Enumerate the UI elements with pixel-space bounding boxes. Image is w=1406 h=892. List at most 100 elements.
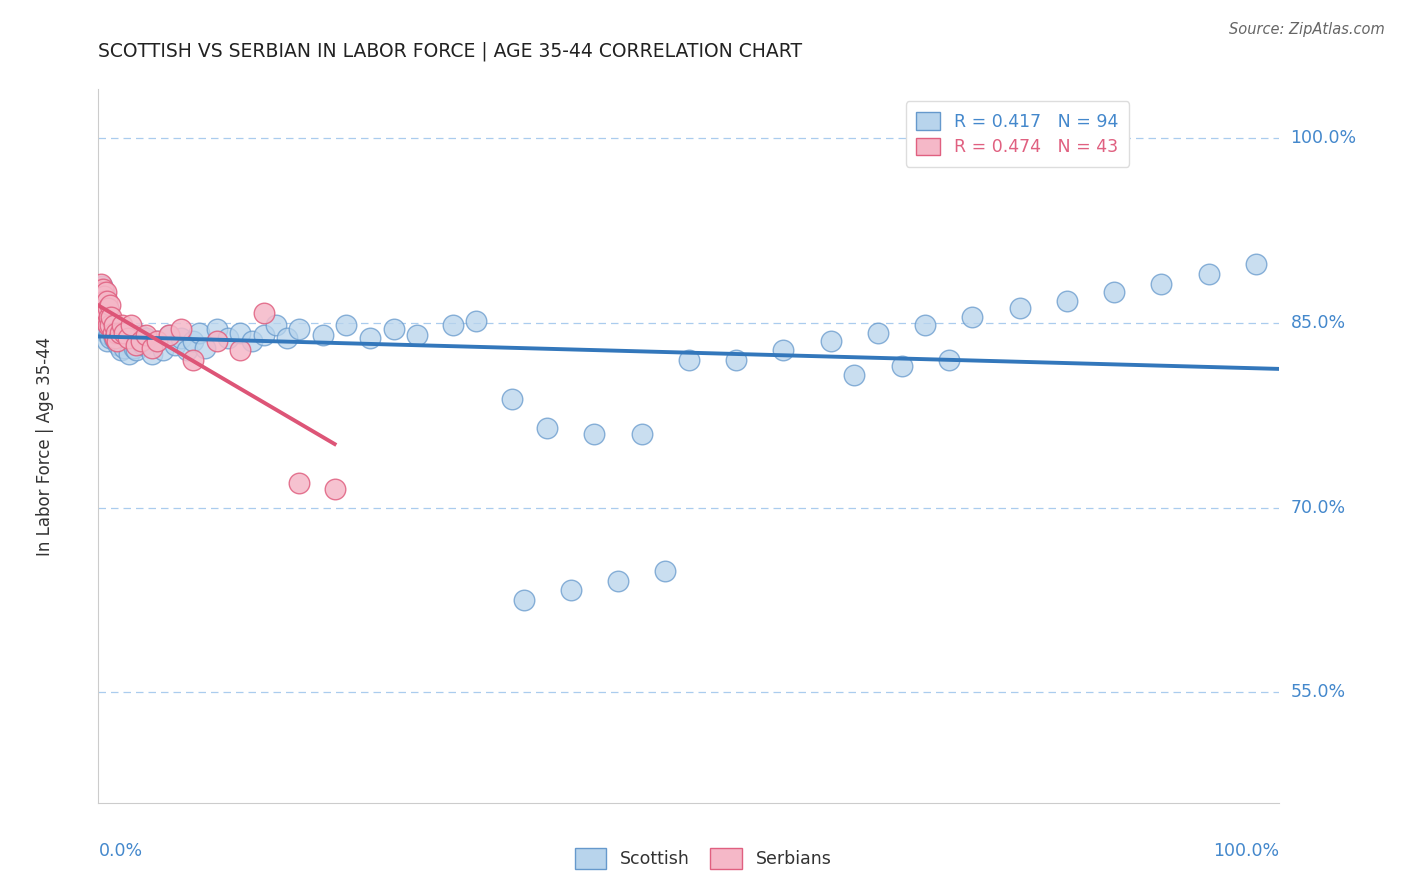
Point — [1056, 293, 1078, 308]
Point — [98, 297, 121, 311]
Point — [1008, 301, 1031, 316]
Text: SCOTTISH VS SERBIAN IN LABOR FORCE | AGE 35-44 CORRELATION CHART: SCOTTISH VS SERBIAN IN LABOR FORCE | AGE… — [98, 41, 803, 61]
Point — [90, 285, 112, 300]
Point — [96, 334, 118, 349]
Point — [181, 334, 204, 349]
Point — [89, 291, 111, 305]
Point — [90, 291, 112, 305]
Point — [112, 326, 135, 340]
Point — [91, 281, 114, 295]
Point — [94, 313, 117, 327]
Point — [96, 293, 118, 308]
Point — [91, 289, 114, 303]
Point — [101, 326, 124, 340]
Point — [441, 318, 464, 333]
Point — [97, 318, 120, 333]
Point — [91, 303, 114, 318]
Point — [165, 338, 187, 352]
Point — [240, 334, 263, 349]
Point — [187, 326, 209, 340]
Point — [91, 285, 114, 300]
Point — [93, 293, 115, 308]
Point — [1150, 277, 1173, 291]
Point — [181, 352, 204, 367]
Text: 85.0%: 85.0% — [1291, 314, 1346, 332]
Point — [91, 293, 114, 308]
Point — [94, 291, 117, 305]
Point — [104, 331, 127, 345]
Point — [121, 334, 143, 349]
Point — [91, 301, 114, 316]
Point — [253, 328, 276, 343]
Point — [97, 301, 120, 316]
Point — [105, 328, 128, 343]
Point — [91, 301, 114, 316]
Point — [98, 331, 121, 345]
Point — [820, 334, 842, 349]
Point — [772, 343, 794, 357]
Point — [359, 331, 381, 345]
Point — [465, 313, 488, 327]
Point — [157, 328, 180, 343]
Point — [938, 352, 960, 367]
Point — [118, 347, 141, 361]
Point — [335, 318, 357, 333]
Point — [170, 331, 193, 345]
Point — [103, 318, 125, 333]
Point — [146, 334, 169, 349]
Point — [97, 318, 120, 333]
Point — [90, 277, 112, 291]
Point — [264, 318, 287, 333]
Point — [205, 334, 228, 349]
Text: In Labor Force | Age 35-44: In Labor Force | Age 35-44 — [37, 336, 55, 556]
Point — [125, 343, 148, 357]
Point — [141, 347, 163, 361]
Point — [110, 343, 132, 357]
Point — [100, 310, 122, 324]
Point — [107, 338, 129, 352]
Point — [229, 343, 252, 357]
Point — [1198, 267, 1220, 281]
Point — [654, 565, 676, 579]
Text: 0.0%: 0.0% — [98, 842, 142, 860]
Point — [176, 343, 198, 357]
Point — [630, 426, 652, 441]
Legend: R = 0.417   N = 94, R = 0.474   N = 43: R = 0.417 N = 94, R = 0.474 N = 43 — [905, 102, 1129, 167]
Point — [194, 341, 217, 355]
Point — [122, 341, 145, 355]
Point — [170, 322, 193, 336]
Point — [323, 482, 346, 496]
Point — [89, 281, 111, 295]
Point — [678, 352, 700, 367]
Point — [98, 318, 121, 333]
Point — [96, 322, 118, 336]
Point — [866, 326, 889, 340]
Point — [217, 331, 239, 345]
Point — [98, 316, 121, 330]
Point — [91, 281, 114, 295]
Point — [100, 318, 122, 333]
Point — [128, 328, 150, 343]
Point — [560, 582, 582, 597]
Point — [94, 285, 117, 300]
Point — [103, 331, 125, 345]
Point — [93, 306, 115, 320]
Point — [93, 297, 115, 311]
Point — [141, 341, 163, 355]
Point — [406, 328, 429, 343]
Point — [501, 392, 523, 407]
Point — [98, 310, 121, 324]
Point — [914, 318, 936, 333]
Point — [96, 316, 118, 330]
Point — [91, 279, 114, 293]
Point — [536, 420, 558, 434]
Point — [91, 297, 114, 311]
Legend: Scottish, Serbians: Scottish, Serbians — [568, 841, 838, 876]
Point — [135, 331, 157, 345]
Point — [276, 331, 298, 345]
Point — [90, 297, 112, 311]
Point — [98, 328, 121, 343]
Text: 70.0%: 70.0% — [1291, 499, 1346, 516]
Point — [108, 331, 131, 345]
Point — [111, 334, 134, 349]
